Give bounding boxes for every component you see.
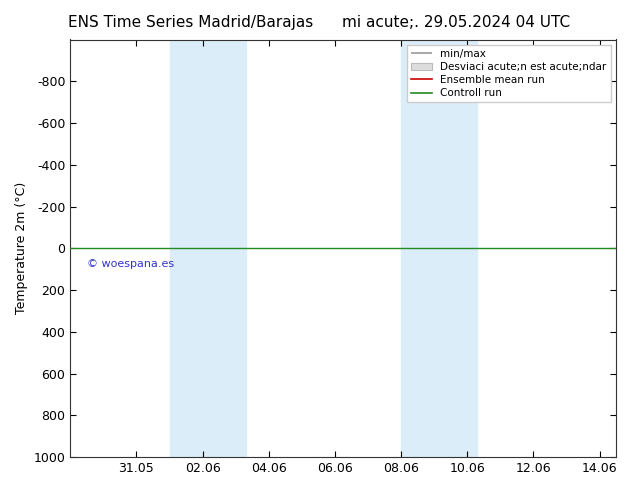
Text: mi acute;. 29.05.2024 04 UTC: mi acute;. 29.05.2024 04 UTC <box>342 15 571 30</box>
Bar <box>169 40 245 457</box>
Text: ENS Time Series Madrid/Barajas: ENS Time Series Madrid/Barajas <box>68 15 313 30</box>
Bar <box>401 40 477 457</box>
Text: © woespana.es: © woespana.es <box>87 259 174 269</box>
Legend: min/max, Desviaci acute;n est acute;ndar, Ensemble mean run, Controll run: min/max, Desviaci acute;n est acute;ndar… <box>407 45 611 102</box>
Y-axis label: Temperature 2m (°C): Temperature 2m (°C) <box>15 182 28 315</box>
